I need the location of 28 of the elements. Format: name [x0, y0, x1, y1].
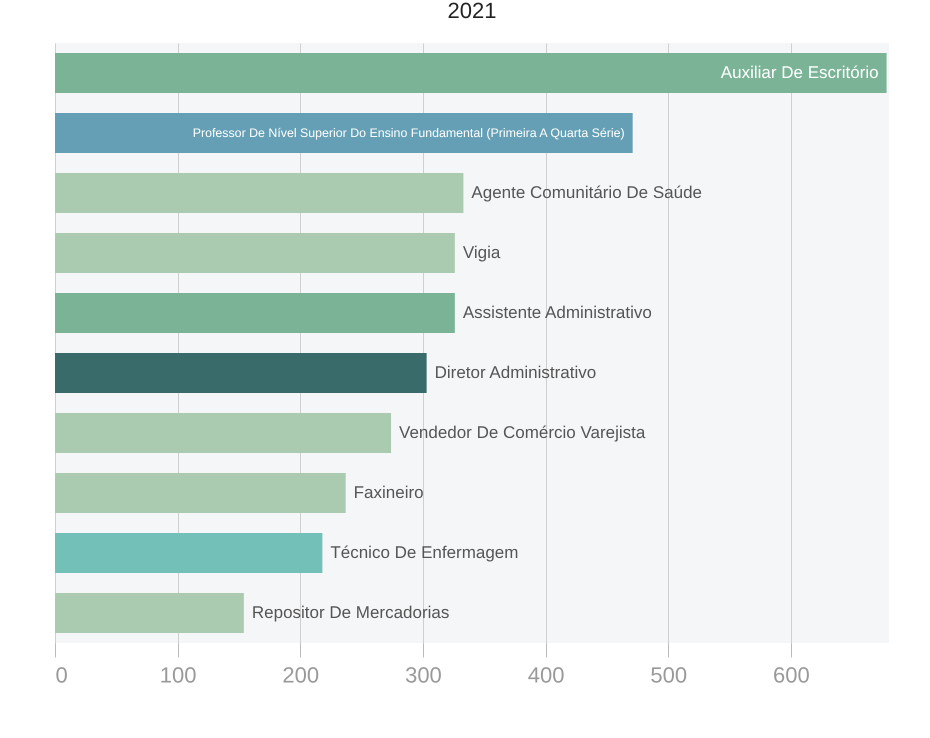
y-tick-label: Técnico De Enfermagem	[330, 543, 518, 562]
y-tick-label: Assistente Administrativo	[462, 303, 652, 322]
x-tick-label: 400	[528, 662, 564, 688]
bar	[55, 533, 322, 573]
bar	[55, 293, 455, 333]
bar	[55, 233, 455, 273]
chart-title: 2021	[448, 0, 496, 23]
y-tick-label: Agente Comunitário De Saúde	[471, 183, 702, 202]
x-tick-label: 0	[56, 662, 68, 688]
bar	[55, 353, 427, 393]
y-tick-label: Vendedor De Comércio Varejista	[399, 423, 646, 442]
bar	[55, 473, 346, 513]
y-tick-label: Professor De Nível Superior Do Ensino Fundamental (Primeira A Quarta Série)	[192, 126, 625, 140]
bar	[55, 53, 887, 93]
y-tick-label: Diretor Administrativo	[434, 363, 596, 382]
y-tick-label: Repositor De Mercadorias	[252, 603, 450, 622]
bar	[55, 173, 464, 213]
bar	[55, 413, 392, 453]
bar	[55, 593, 244, 633]
x-tick-label: 500	[650, 662, 688, 688]
x-tick-label: 600	[773, 662, 810, 688]
y-tick-label: Faxineiro	[354, 483, 424, 502]
y-tick-label: Auxiliar De Escritório	[720, 63, 879, 82]
y-tick-label: Vigia	[462, 243, 501, 262]
x-tick-label: 300	[405, 662, 442, 688]
x-tick-label: 100	[160, 662, 197, 688]
x-tick-label: 200	[282, 662, 320, 688]
bar	[55, 113, 633, 153]
